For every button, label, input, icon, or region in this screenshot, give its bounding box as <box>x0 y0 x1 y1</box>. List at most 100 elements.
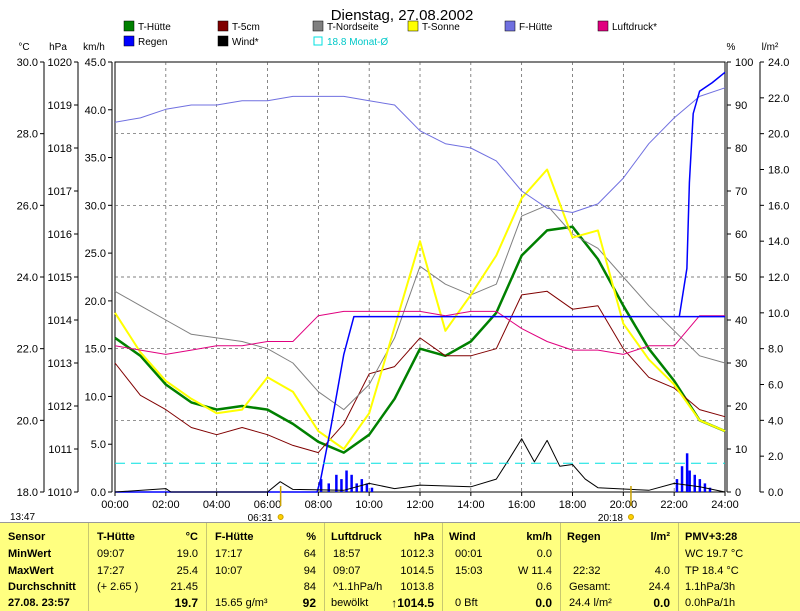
t-huette-current-value: 19.7 <box>174 596 198 610</box>
legend-swatch <box>123 20 135 32</box>
hpa-axis-tick-label: 1011 <box>48 444 72 456</box>
legend: T-Hütte T-5cm T-Nordseite T-Sonne F-Hütte Luf… <box>123 20 657 48</box>
f-huette-header: F-Hütte <box>215 531 254 543</box>
kmh-axis-tick-label: 25.0 <box>85 248 106 260</box>
t-huette-unit: °C <box>185 531 198 543</box>
lm2-axis-tick-label: 6.0 <box>768 380 783 392</box>
x-tick-label: 02:00 <box>152 499 180 511</box>
luftdruck-avg-value: 1013.8 <box>400 581 434 593</box>
kmh-axis-tick-label: 0.0 <box>91 487 106 499</box>
lm2-axis-tick-label: 16.0 <box>768 200 789 212</box>
percent-axis-tick-label: 30 <box>735 358 747 370</box>
legend-swatch <box>407 20 419 32</box>
luftdruck-current-value: ↑1014.5 <box>391 596 434 610</box>
regen-total-label: Gesamt: <box>569 581 611 593</box>
kmh-axis-tick-label: 10.0 <box>85 391 106 403</box>
sunset-sun-icon <box>627 514 634 520</box>
wind-unit: km/h <box>526 531 552 543</box>
kmh-axis-tick-label: 5.0 <box>91 439 106 451</box>
hpa-axis-tick-label: 1010 <box>48 487 72 499</box>
series-line-2 <box>114 204 726 411</box>
regen-current-value: 0.0 <box>653 596 670 610</box>
lm2-axis-tick-label: 0.0 <box>768 487 783 499</box>
legend-label: Regen <box>138 37 167 48</box>
legend-swatch <box>504 20 516 32</box>
celsius-axis-tick-label: 26.0 <box>17 200 38 212</box>
legend-label: T-Hütte <box>138 22 171 33</box>
f-huette-max-time: 10:07 <box>215 565 243 577</box>
rain-bar <box>327 483 330 492</box>
rain-bar <box>365 483 369 492</box>
legend-swatch <box>597 20 609 32</box>
luftdruck-min-time: 18:57 <box>333 548 361 560</box>
pmv-row-wc: WC 19.7 °C <box>685 548 744 560</box>
x-tick-label: 14:00 <box>457 499 485 511</box>
celsius-axis-tick-label: 28.0 <box>17 129 38 141</box>
summary-panel: Sensor MinWert MaxWert Durchschnitt 27.0… <box>0 522 800 611</box>
t-huette-header: T-Hütte <box>97 531 135 543</box>
celsius-axis-tick-label: 22.0 <box>17 344 38 356</box>
wind-max-time: 15:03 <box>455 565 483 577</box>
luftdruck-column: Luftdruck hPa 18:57 1012.3 09:07 1014.5 ^1.… <box>324 523 442 611</box>
unit-kmh: km/h <box>83 42 105 53</box>
legend-swatch <box>312 20 324 32</box>
rain-bar <box>688 470 691 492</box>
luftdruck-unit: hPa <box>413 531 434 543</box>
f-huette-min-value: 64 <box>303 548 316 560</box>
x-tick-label: 10:00 <box>355 499 383 511</box>
sensor-row-current: 27.08. 23:57 <box>8 597 70 609</box>
t-huette-max-value: 25.4 <box>176 565 198 577</box>
legend-swatch <box>123 35 135 47</box>
sensor-column: Sensor MinWert MaxWert Durchschnitt 27.0… <box>0 523 88 611</box>
hpa-axis-tick-label: 1015 <box>48 272 72 284</box>
x-tick-label: 08:00 <box>305 499 333 511</box>
sensor-row-max: MaxWert <box>8 565 54 577</box>
sunrise-label: 06:31 <box>248 513 273 522</box>
series-line-6 <box>115 315 725 493</box>
pmv-column: PMV+3:28 WC 19.7 °C TP 18.4 °C 1.1hPa/3h… <box>678 523 800 611</box>
percent-axis-tick-label: 90 <box>735 100 747 112</box>
percent-axis-tick-label: 100 <box>735 57 753 69</box>
weather-chart: Dienstag, 27.08.2002 °C hPa km/h % l/m² … <box>10 7 790 522</box>
rain-bar <box>345 470 348 492</box>
celsius-axis-tick-label: 30.0 <box>17 57 38 69</box>
hpa-axis-tick-label: 1016 <box>48 229 72 241</box>
hpa-axis-tick-label: 1020 <box>48 57 72 69</box>
luftdruck-weather: bewölkt <box>331 597 369 609</box>
lm2-axis-tick-label: 10.0 <box>768 308 789 320</box>
x-tick-label: 18:00 <box>559 499 587 511</box>
x-tick-label: 20:00 <box>610 499 638 511</box>
series-line-0 <box>114 225 726 454</box>
lm2-axis-tick-label: 22.0 <box>768 93 789 105</box>
rain-bar <box>340 479 343 492</box>
t-huette-avg-value: 21.45 <box>170 581 198 593</box>
rain-bar <box>693 474 696 492</box>
x-tick-label: 00:00 <box>101 499 129 511</box>
unit-celsius: °C <box>18 42 29 53</box>
rain-bar <box>370 487 374 492</box>
kmh-axis-tick-label: 40.0 <box>85 105 106 117</box>
rain-bar <box>680 466 684 492</box>
pmv-header: PMV+3:28 <box>685 531 738 543</box>
regen-total-value: 24.4 <box>648 581 670 593</box>
lm2-axis-tick-label: 12.0 <box>768 272 789 284</box>
series-line-7 <box>114 438 726 493</box>
luftdruck-max-time: 09:07 <box>333 565 361 577</box>
series-line-4 <box>114 87 726 213</box>
percent-axis-tick-label: 0 <box>735 487 741 499</box>
x-tick-label: 04:00 <box>203 499 231 511</box>
legend-swatch <box>313 36 323 46</box>
wind-avg-value: 0.6 <box>536 581 552 593</box>
wind-min-time: 00:01 <box>455 548 483 560</box>
x-tick-label: 16:00 <box>508 499 536 511</box>
kmh-axis-tick-label: 35.0 <box>85 153 106 165</box>
axes: 18.020.022.024.026.028.030.0101010111012… <box>17 57 790 522</box>
kmh-axis-tick-label: 45.0 <box>85 57 106 69</box>
regen-max-time: 22:32 <box>573 565 601 577</box>
wind-header: Wind <box>449 531 476 543</box>
kmh-axis-tick-label: 20.0 <box>85 296 106 308</box>
unit-hpa: hPa <box>49 42 67 53</box>
lm2-axis-tick-label: 14.0 <box>768 236 789 248</box>
sensor-row-avg: Durchschnitt <box>8 581 76 593</box>
wind-column: Wind km/h 00:01 0.0 15:03 W 11.4 0.6 0 Bft 0… <box>442 523 560 611</box>
